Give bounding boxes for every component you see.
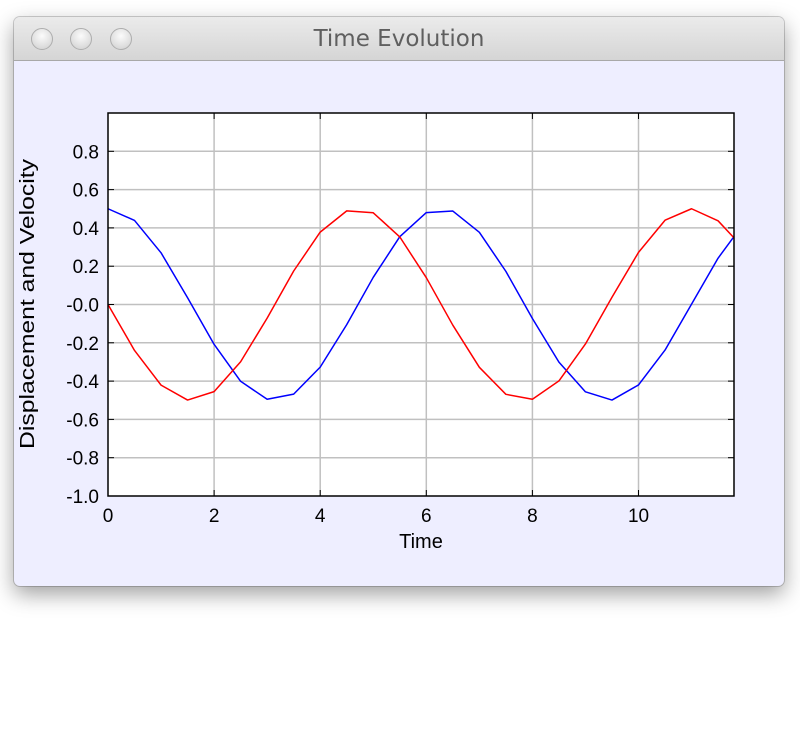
series-layer [107, 208, 735, 401]
plot-area: 0 2 4 6 8 10 0.8 0.6 0.4 0.2 -0.0 -0.2 -0.4 -0.6 -0.8 -… [14, 61, 784, 586]
y-tick-label: 0.6 [73, 181, 99, 202]
x-tick-label: 8 [527, 506, 538, 527]
x-tick-label: 2 [209, 506, 220, 527]
x-tick-label: 4 [315, 506, 326, 527]
close-button[interactable] [31, 28, 53, 50]
y-tick-label: 0.4 [73, 219, 100, 240]
axis-ticks: 0 2 4 6 8 10 0.8 0.6 0.4 0.2 -0.0 -0.2 -0.4 -0.6 -0.8 -… [66, 113, 734, 527]
line-chart: 0 2 4 6 8 10 0.8 0.6 0.4 0.2 -0.0 -0.2 -0.4 -0.6 -0.8 -… [17, 112, 735, 553]
grid-lines [108, 113, 734, 496]
y-tick-label: -0.0 [66, 296, 99, 317]
y-tick-label: -0.6 [66, 410, 99, 431]
x-tick-label: 0 [103, 506, 114, 527]
y-tick-label: -0.8 [66, 449, 99, 470]
x-axis-label: Time [399, 531, 443, 553]
zoom-button[interactable] [110, 28, 132, 50]
minimize-button[interactable] [70, 28, 92, 50]
y-tick-label: 0.2 [73, 257, 99, 278]
x-tick-label: 10 [628, 506, 649, 527]
window-title: Time Evolution [313, 26, 485, 52]
title-bar[interactable]: Time Evolution [14, 17, 784, 61]
series-line-1 [107, 208, 735, 401]
y-tick-label: 0.8 [73, 142, 99, 163]
y-tick-label: -0.4 [66, 372, 99, 393]
y-axis-label: Displacement and Velocity [17, 159, 39, 449]
y-tick-label: -1.0 [66, 487, 99, 508]
series-line-2 [107, 208, 735, 401]
x-tick-label: 6 [421, 506, 432, 527]
app-window: Time Evolution 0 2 4 6 8 10 0.8 0.6 0.4 0.2 -0.0 -0… [14, 17, 784, 586]
y-tick-label: -0.2 [66, 334, 99, 355]
